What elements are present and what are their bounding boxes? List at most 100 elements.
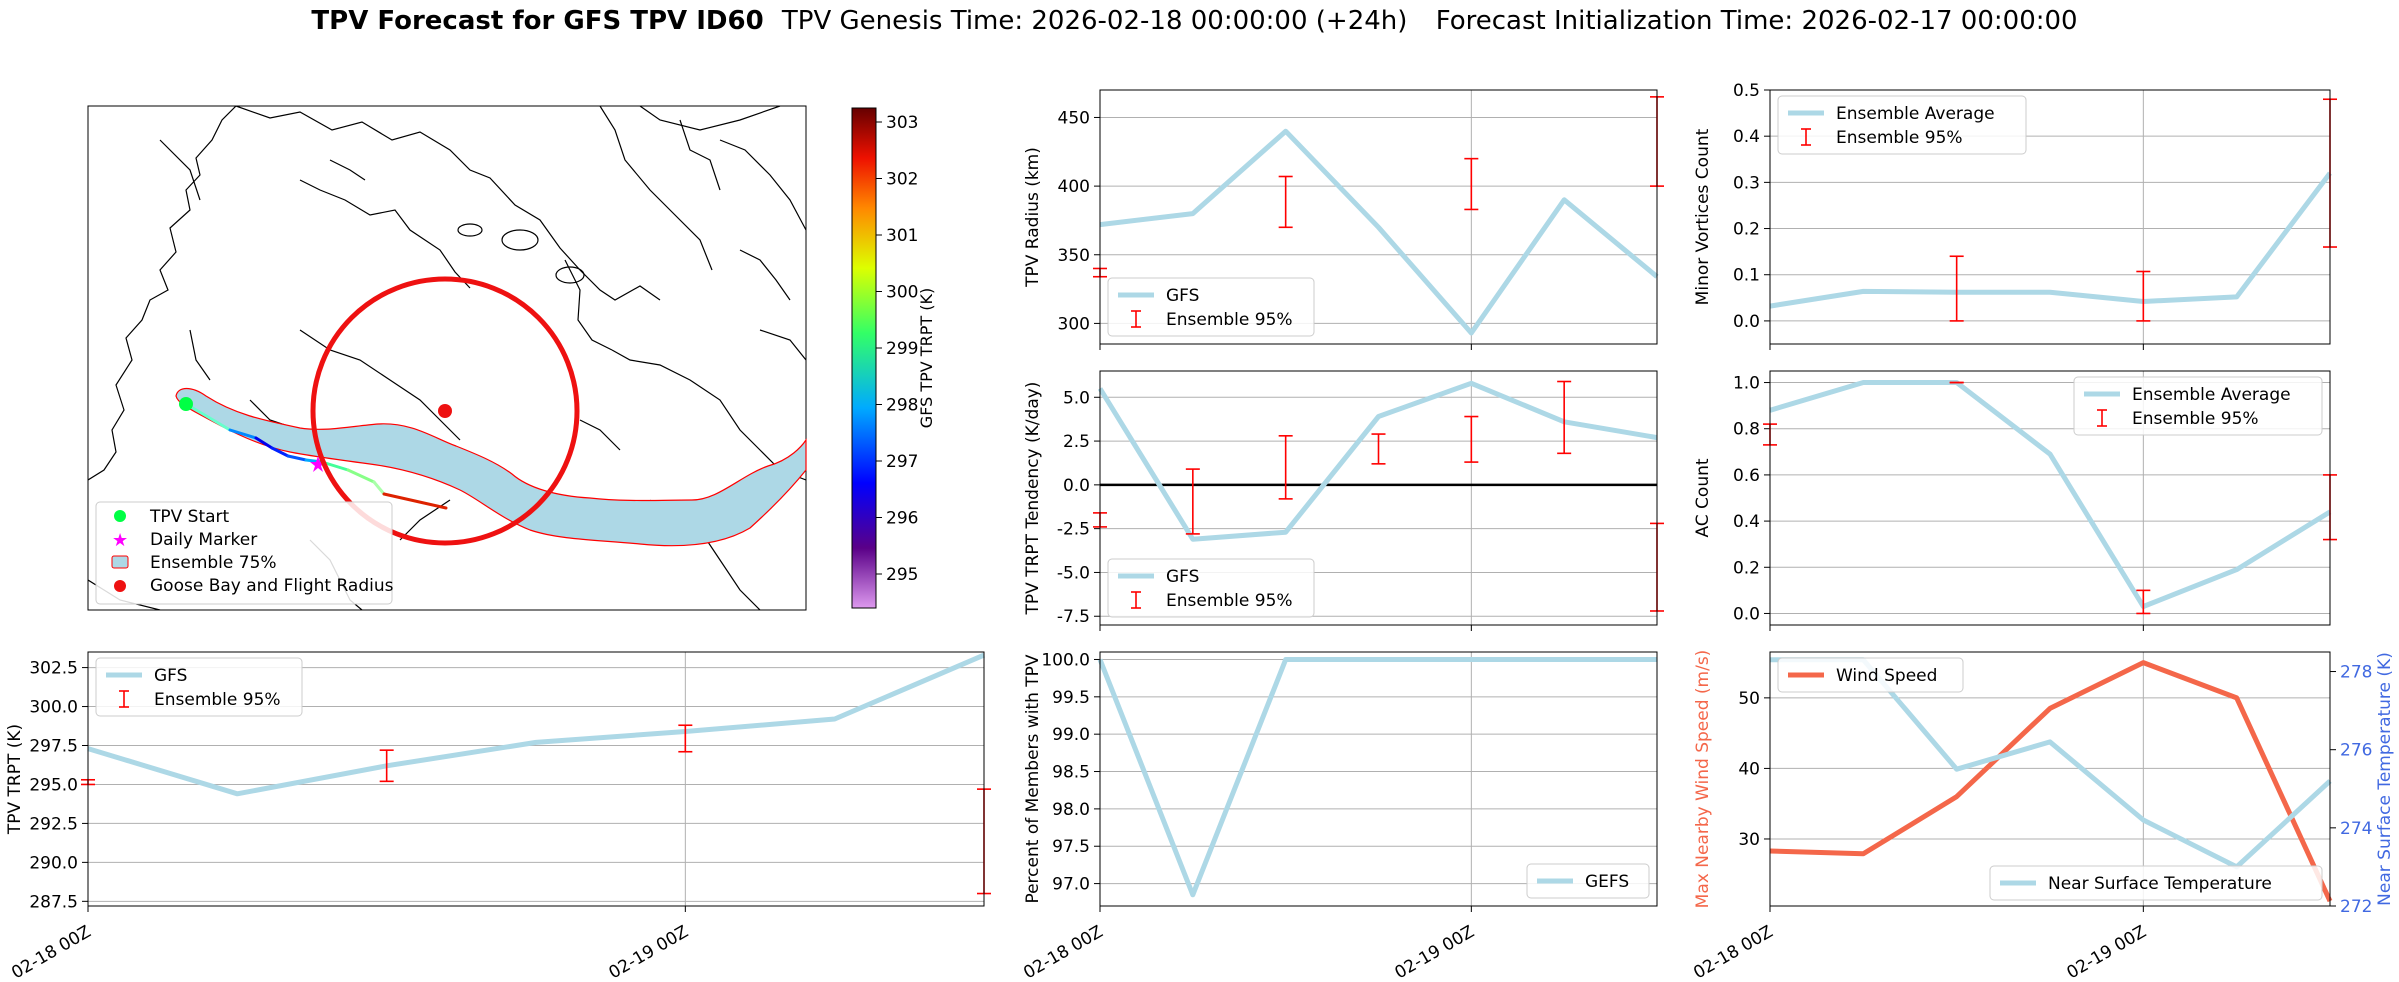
x-tick-label: 02-18 00Z (8, 922, 94, 982)
plot-frame (1769, 651, 2331, 907)
x-tick-label: 02-18 00Z (1020, 922, 1106, 982)
plot-frame (1769, 89, 2331, 345)
y-tick-label: 0.4 (1733, 512, 1760, 532)
colorbar-tick-label: 296 (886, 509, 918, 529)
legend-label: Near Surface Temperature (2048, 874, 2272, 894)
y-tick-label: 99.0 (1052, 725, 1090, 745)
legend-errorbar-icon (119, 690, 129, 708)
x-tick-label: 02-19 00Z (606, 922, 692, 982)
y-tick-label: 290.0 (29, 853, 78, 873)
series-line (1097, 657, 1657, 898)
coastlines (88, 106, 806, 610)
error-bar (1557, 380, 1572, 455)
y-axis-label: AC Count (1693, 458, 1713, 537)
legend-label: Ensemble 95% (154, 690, 281, 710)
legend-ensemble-75: Ensemble 75% (150, 553, 277, 573)
title-bold: TPV Forecast for GFS TPV ID60 (311, 6, 764, 36)
legend-label: GFS (154, 666, 187, 686)
legend-label: GFS (1166, 286, 1199, 306)
chart-trpt: 302.5 300.0 297.5 295.0 292.5 290.0 287.5 02-18… (5, 651, 991, 982)
chart-legend: GFS Ensemble 95% (95, 657, 303, 717)
y-tick-label: 0.6 (1733, 466, 1760, 486)
title-genesis: TPV Genesis Time: 2026-02-18 00:00:00 (+… (781, 6, 1408, 36)
error-bar (1185, 468, 1200, 535)
y-tick-label: 0.0 (1063, 476, 1090, 496)
colorbar-tick-label: 298 (886, 396, 918, 416)
y-tick-label: 302.5 (29, 659, 78, 679)
y-tick-label: 0.2 (1733, 220, 1760, 240)
chart-minor: 0.5 0.4 0.3 0.2 0.1 0.0 Minor Vortices Count En… (1693, 81, 2337, 350)
legend-ensemble-icon (111, 555, 129, 569)
y-tick-label: 100.0 (1041, 650, 1090, 670)
series-line (87, 652, 985, 797)
legend-errorbar-icon (1131, 310, 1141, 328)
error-bar (1278, 175, 1293, 229)
colorbar-tick-label: 295 (886, 565, 918, 585)
y-tick-label: -5.0 (1057, 563, 1090, 583)
series-line (1769, 380, 2332, 609)
error-bar (1949, 255, 1964, 322)
goose-bay-marker (438, 404, 452, 418)
series-line (1769, 171, 2332, 309)
map-legend: TPV Start ★ Daily Marker Ensemble 75% Go… (95, 501, 394, 605)
y-tick-label: 350 (1058, 246, 1090, 266)
y-tick-label: 99.5 (1052, 688, 1090, 708)
map-panel: TPV Start ★ Daily Marker Ensemble 75% Go… (87, 105, 936, 611)
y-tick-label: -7.5 (1057, 607, 1090, 627)
chart-legend: Near Surface Temperature (1989, 865, 2323, 901)
y-axis-label: TPV TRPT Tendency (K/day) (1023, 382, 1043, 616)
title-init: Forecast Initialization Time: 2026-02-17… (1435, 6, 2078, 36)
ensemble-75-area (175, 387, 807, 547)
colorbar-gradient (851, 107, 877, 609)
y-axis-label: TPV Radius (km) (1023, 147, 1043, 288)
plot-frame (1769, 370, 2331, 626)
y-tick-label: 297.5 (29, 736, 78, 756)
y-right-tick-label: 272 (2340, 897, 2372, 917)
plot-frame (1099, 651, 1658, 907)
y-axis-label: Percent of Members with TPV (1023, 654, 1043, 903)
plot-frame (87, 651, 985, 907)
legend-label: Ensemble 95% (2132, 409, 2259, 429)
y-tick-label: 0.8 (1733, 420, 1760, 440)
plot-frame (1099, 89, 1658, 345)
chart-legend: GEFS (1526, 863, 1650, 899)
colorbar: 303 302 301 300 299 298 297 296 295 GFS TPV TRPT… (851, 107, 936, 609)
error-bar (1464, 157, 1479, 211)
error-bar (1278, 435, 1293, 500)
y-tick-label: 97.0 (1052, 875, 1090, 895)
y-tick-label: 5.0 (1063, 388, 1090, 408)
legend-label: Ensemble Average (2132, 385, 2291, 405)
y-tick-label: 400 (1058, 177, 1090, 197)
legend-start-icon (114, 510, 126, 522)
colorbar-tick-label: 301 (886, 226, 918, 246)
colorbar-tick-label: 300 (886, 283, 918, 303)
legend-label: GFS (1166, 567, 1199, 587)
chart-ac: 1.0 0.8 0.6 0.4 0.2 0.0 AC Count Ensemble Avera… (1693, 370, 2337, 631)
legend-label: GEFS (1585, 872, 1629, 892)
colorbar-label: GFS TPV TRPT (K) (917, 288, 936, 428)
y-tick-label: 0.3 (1733, 173, 1760, 193)
error-bar (2136, 589, 2151, 615)
colorbar-tick-label: 299 (886, 339, 918, 359)
y-tick-label: 300.0 (29, 698, 78, 718)
y-axis-label: Minor Vortices Count (1693, 128, 1713, 305)
y-tick-label: 1.0 (1733, 374, 1760, 394)
chart-legend: GFS Ensemble 95% (1107, 277, 1315, 337)
legend-errorbar-icon (1131, 591, 1141, 609)
legend-errorbar-icon (2097, 409, 2107, 427)
error-bar (2136, 270, 2151, 322)
y-tick-label: 0.2 (1733, 558, 1760, 578)
figure-title: TPV Forecast for GFS TPV ID60 TPV Genesi… (0, 6, 2399, 36)
error-bar (1371, 433, 1386, 465)
chart-legend: GFS Ensemble 95% (1107, 558, 1315, 618)
series-line (1099, 128, 1659, 336)
y-axis-label: Max Nearby Wind Speed (m/s) (1693, 650, 1713, 909)
tpv-start-marker (179, 397, 193, 411)
legend-tpv-start: TPV Start (149, 507, 230, 527)
plot-frame (1099, 370, 1658, 626)
y-axis-label: TPV TRPT (K) (5, 724, 25, 835)
y-right-tick-label: 276 (2340, 741, 2372, 761)
error-bar (1464, 415, 1479, 463)
flight-radius-circle (310, 276, 580, 546)
